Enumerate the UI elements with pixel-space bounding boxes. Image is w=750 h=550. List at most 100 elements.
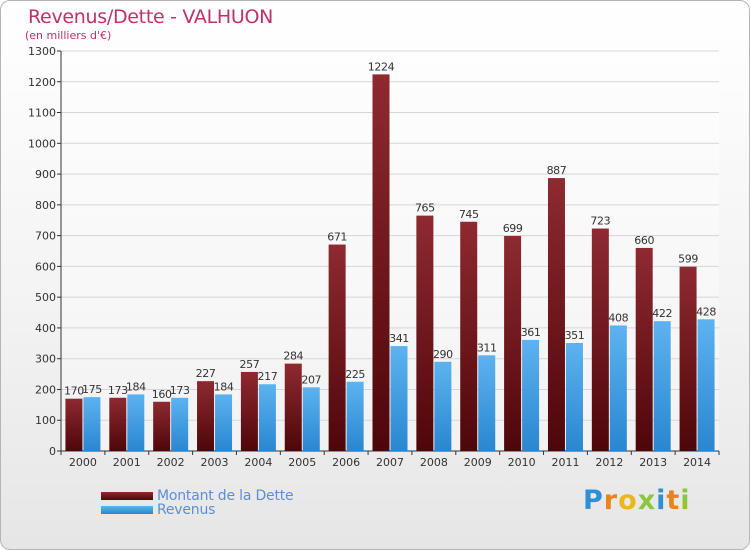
bar-debt — [504, 235, 522, 451]
x-tick-label: 2010 — [508, 456, 536, 469]
legend-swatch-revenue — [101, 506, 153, 514]
bar-revenue — [522, 339, 540, 451]
bar-revenue — [434, 361, 452, 451]
data-label-debt: 745 — [459, 208, 479, 221]
data-label-debt: 765 — [415, 202, 435, 215]
data-label-revenue: 184 — [126, 380, 146, 393]
data-label-revenue: 361 — [521, 326, 541, 339]
bar-revenue — [83, 397, 101, 451]
bar-revenue — [258, 384, 276, 451]
bar-debt — [197, 381, 215, 451]
logo-letter: P — [583, 485, 604, 516]
y-tick-label: 900 — [35, 168, 56, 181]
logo-letter: t — [666, 485, 681, 516]
chart-title: Revenus/Dette - VALHUON — [28, 6, 274, 28]
data-label-debt: 699 — [503, 222, 523, 235]
bar-debt — [372, 74, 390, 451]
bar-revenue — [697, 319, 715, 451]
bar-debt — [153, 401, 171, 451]
logo-letter: r — [603, 485, 619, 516]
x-tick-label: 2012 — [595, 456, 623, 469]
bar-revenue — [565, 343, 583, 451]
legend-label-revenue: Revenus — [157, 502, 216, 518]
logo-letter: o — [618, 485, 638, 516]
bar-revenue — [171, 397, 189, 451]
data-label-debt: 170 — [64, 385, 84, 398]
x-tick-label: 2001 — [113, 456, 141, 469]
bar-revenue — [346, 381, 364, 451]
data-label-debt: 887 — [547, 164, 567, 177]
bar-debt — [65, 398, 83, 451]
bar-revenue — [127, 394, 145, 451]
logo-letter: i — [656, 485, 667, 516]
bar-revenue — [390, 346, 408, 451]
bar-debt — [635, 247, 653, 451]
y-tick-label: 1200 — [28, 76, 56, 89]
y-tick-label: 1100 — [28, 107, 56, 120]
data-label-debt: 284 — [283, 350, 303, 363]
data-label-revenue: 207 — [301, 373, 321, 386]
logo-letter: i — [680, 485, 691, 516]
x-tick-label: 2008 — [420, 456, 448, 469]
data-label-debt: 671 — [327, 231, 347, 244]
bar-debt — [416, 215, 434, 451]
bar-debt — [109, 397, 127, 451]
data-label-debt: 173 — [108, 384, 128, 397]
plot-area — [61, 51, 719, 451]
data-label-revenue: 290 — [433, 348, 453, 361]
bar-revenue — [302, 387, 320, 451]
bar-revenue — [653, 321, 671, 451]
y-tick-label: 400 — [35, 322, 56, 335]
legend-swatch-debt — [101, 492, 153, 500]
y-tick-label: 1000 — [28, 137, 56, 150]
data-label-revenue: 225 — [345, 368, 365, 381]
chart-subtitle: (en milliers d'€) — [25, 29, 112, 42]
x-tick-label: 2004 — [244, 456, 272, 469]
y-tick-label: 800 — [35, 199, 56, 212]
data-label-revenue: 341 — [389, 332, 409, 345]
data-label-debt: 160 — [152, 388, 172, 401]
bar-debt — [547, 178, 565, 452]
y-tick-label: 100 — [35, 414, 56, 427]
data-label-revenue: 173 — [170, 384, 190, 397]
bar-debt — [328, 244, 346, 451]
legend-item-revenue: Revenus — [101, 502, 215, 518]
y-tick-label: 200 — [35, 383, 56, 396]
data-label-revenue: 351 — [565, 329, 585, 342]
legend-label-debt: Montant de la Dette — [157, 488, 294, 504]
data-label-debt: 257 — [240, 358, 260, 371]
x-tick-label: 2005 — [288, 456, 316, 469]
y-tick-label: 1300 — [28, 45, 56, 58]
bar-revenue — [609, 325, 627, 451]
x-tick-label: 2000 — [69, 456, 97, 469]
proxiti-logo: Proxiti — [583, 485, 691, 516]
x-tick-label: 2002 — [157, 456, 185, 469]
y-tick-label: 500 — [35, 291, 56, 304]
data-label-debt: 599 — [678, 253, 698, 266]
bar-debt — [460, 221, 478, 451]
y-tick-label: 0 — [49, 445, 56, 458]
bar-debt — [240, 371, 258, 451]
y-tick-label: 300 — [35, 353, 56, 366]
x-tick-label: 2014 — [683, 456, 711, 469]
data-label-revenue: 422 — [652, 307, 672, 320]
x-tick-label: 2007 — [376, 456, 404, 469]
bar-debt — [591, 228, 609, 451]
logo-letter: x — [637, 485, 657, 516]
data-label-revenue: 408 — [608, 311, 628, 324]
y-tick-label: 600 — [35, 260, 56, 273]
data-label-revenue: 311 — [477, 341, 497, 354]
x-tick-label: 2009 — [464, 456, 492, 469]
data-label-revenue: 184 — [214, 380, 234, 393]
data-label-revenue: 175 — [82, 383, 102, 396]
data-label-debt: 1224 — [368, 60, 395, 73]
data-label-debt: 660 — [634, 234, 654, 247]
bar-debt — [284, 363, 302, 451]
x-tick-label: 2006 — [332, 456, 360, 469]
x-tick-label: 2013 — [639, 456, 667, 469]
bar-debt — [679, 266, 697, 451]
data-label-revenue: 428 — [696, 305, 716, 318]
data-label-revenue: 217 — [258, 370, 278, 383]
